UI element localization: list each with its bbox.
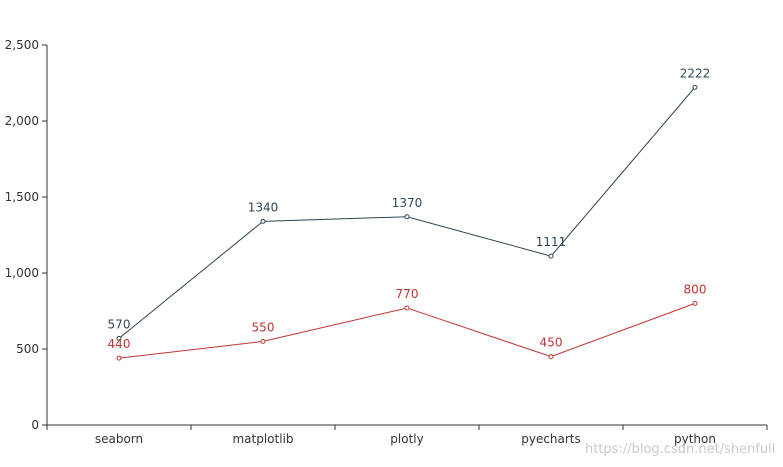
data-point[interactable] [260, 338, 266, 344]
data-label: 440 [108, 337, 131, 351]
y-tick-label: 1,000 [5, 266, 39, 280]
y-tick-label: 1,500 [5, 190, 39, 204]
y-tick-label: 0 [31, 418, 39, 432]
y-tick-label: 2,000 [5, 114, 39, 128]
data-label: 800 [684, 282, 707, 296]
data-point[interactable] [692, 300, 698, 306]
data-point[interactable] [404, 305, 410, 311]
data-point[interactable] [692, 84, 698, 90]
data-point[interactable] [548, 354, 554, 360]
data-point[interactable] [116, 335, 122, 341]
data-label: 770 [396, 287, 419, 301]
y-tick-label: 500 [16, 342, 39, 356]
data-label: 1111 [536, 235, 567, 249]
data-point[interactable] [260, 218, 266, 224]
series-group: 570 1340 1370 1111 2222 440 550 770 450 800 [108, 66, 711, 361]
x-tick-label: plotly [390, 432, 423, 446]
series-line-2 [118, 302, 696, 359]
data-point[interactable] [548, 253, 554, 259]
data-label: 2222 [680, 66, 711, 80]
x-tick-label: seaborn [95, 432, 143, 446]
data-label: 1370 [392, 196, 423, 210]
watermark-text: https://blog.csdn.net/shenfuli [585, 442, 776, 457]
data-point[interactable] [116, 355, 122, 361]
data-label: 1340 [248, 200, 279, 214]
x-tick-label: matplotlib [232, 432, 293, 446]
axes: 0 500 1,000 1,500 2,000 2,500 seaborn matplotli… [5, 38, 768, 446]
data-label: 550 [252, 320, 275, 334]
x-tick-label: python [674, 432, 716, 446]
y-tick-label: 2,500 [5, 38, 39, 52]
data-label: 570 [108, 317, 131, 331]
x-tick-label: pyecharts [521, 432, 581, 446]
data-point[interactable] [404, 214, 410, 220]
data-label: 450 [540, 336, 563, 350]
